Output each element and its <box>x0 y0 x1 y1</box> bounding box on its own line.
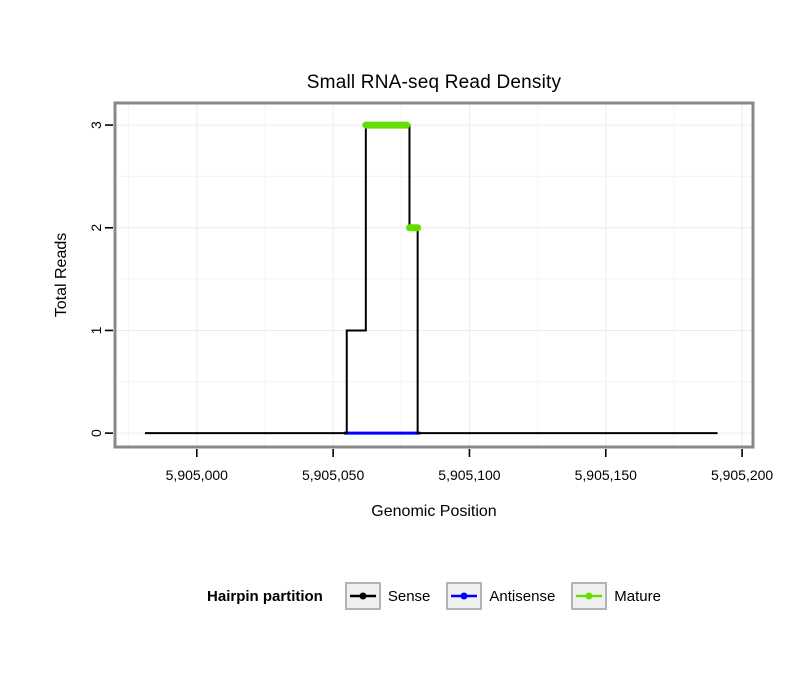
x-tick-label: 5,905,200 <box>711 467 773 483</box>
legend-item-sense: Sense <box>344 582 431 610</box>
legend-label-antisense: Antisense <box>489 587 556 605</box>
legend-label-sense: Sense <box>387 587 431 605</box>
sense-key-glyph <box>349 592 376 600</box>
mature-key-glyph <box>576 592 603 600</box>
y-tick-label: 3 <box>88 121 104 129</box>
antisense-key-glyph <box>451 592 478 600</box>
mature-key-box <box>571 582 608 610</box>
x-tick-label: 5,905,050 <box>302 467 364 483</box>
legend-item-antisense: Antisense <box>446 582 555 610</box>
chart-title: Small RNA-seq Read Density <box>306 72 562 93</box>
y-tick-label: 0 <box>88 429 104 437</box>
panel-border <box>113 101 755 449</box>
x-tick-label: 5,905,000 <box>166 467 228 483</box>
sense-key-box <box>344 582 381 610</box>
legend: Hairpin partition Sense Antisense Mature <box>115 580 753 612</box>
y-tick-label: 2 <box>88 224 104 232</box>
legend-item-mature: Mature <box>571 582 661 610</box>
antisense-key-box <box>446 582 483 610</box>
legend-title: Hairpin partition <box>207 587 323 605</box>
y-axis-label: Total Reads <box>53 232 70 318</box>
legend-label-mature: Mature <box>614 587 661 605</box>
x-tick-label: 5,905,100 <box>438 467 500 483</box>
x-tick-label: 5,905,150 <box>575 467 637 483</box>
y-tick-label: 1 <box>88 326 104 334</box>
x-axis-label: Genomic Position <box>371 503 497 520</box>
